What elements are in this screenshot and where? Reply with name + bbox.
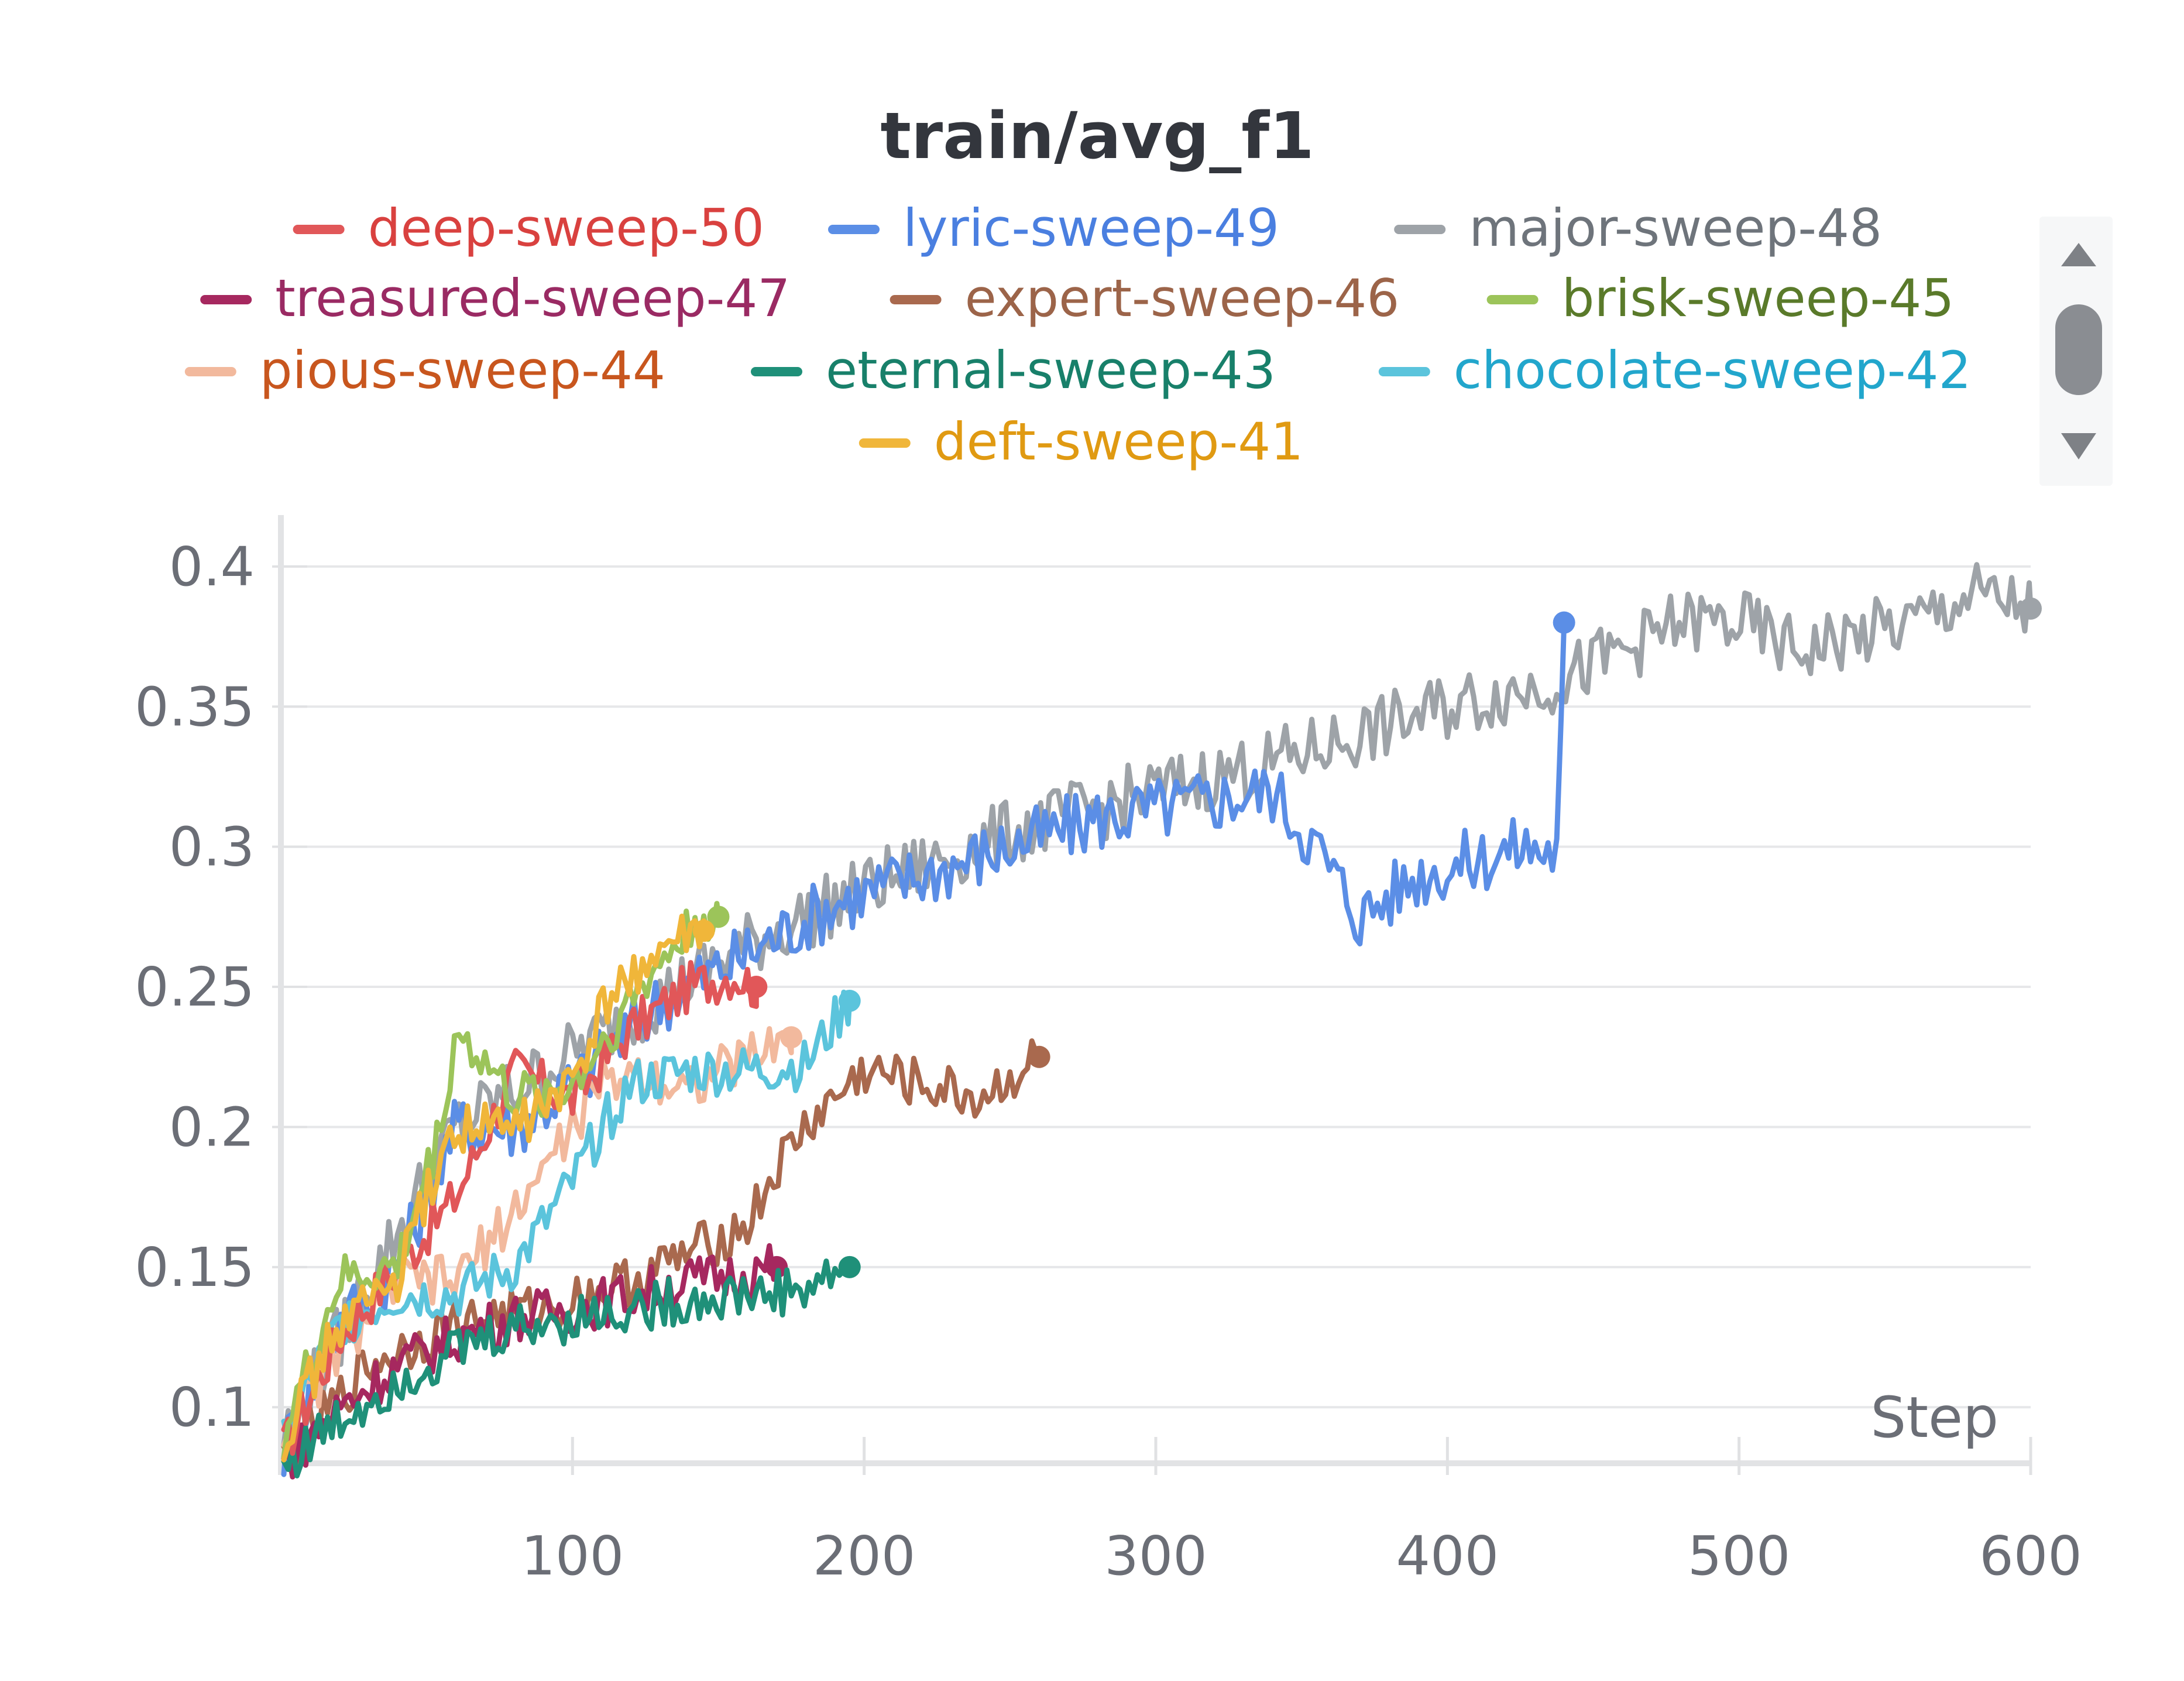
legend-swatch (890, 295, 942, 304)
x-tick-label: 100 (521, 1525, 624, 1587)
legend-swatch (751, 367, 802, 376)
legend-item-expert-sweep-46[interactable]: expert-sweep-46 (890, 268, 1400, 328)
series-line-lyric-sweep-49 (281, 620, 1567, 1477)
series-line-treasured-sweep-47 (281, 1243, 779, 1480)
series-line-major-sweep-48 (281, 562, 2034, 1447)
series-line-eternal-sweep-43 (281, 1258, 853, 1478)
y-tick-label: 0.3 (169, 816, 255, 879)
series-line-deep-sweep-50 (281, 960, 759, 1456)
series-endpoint-treasured-sweep-47 (765, 1255, 788, 1278)
series-line-chocolate-sweep-42 (281, 989, 853, 1443)
series-endpoint-pious-sweep-44 (780, 1026, 803, 1049)
legend-label: treasured-sweep-47 (275, 268, 790, 328)
legend-item-deep-sweep-50[interactable]: deep-sweep-50 (293, 198, 764, 258)
series-endpoint-deep-sweep-50 (745, 976, 768, 999)
x-tick-label: 300 (1104, 1525, 1207, 1587)
legend-label: expert-sweep-46 (965, 268, 1400, 328)
y-tick-label: 0.4 (169, 536, 255, 598)
legend-scroller[interactable] (2039, 217, 2113, 486)
axes: 0.1 0.15 0.2 0.25 0.3 0.35 0.4 100 200 300 400 500 6… (135, 515, 2082, 1587)
legend-item-treasured-sweep-47[interactable]: treasured-sweep-47 (200, 268, 790, 328)
series-endpoint-expert-sweep-46 (1028, 1045, 1050, 1068)
series-line-expert-sweep-46 (281, 1038, 1042, 1473)
legend-label: brisk-sweep-45 (1562, 268, 1955, 328)
series-line-deft-sweep-41 (281, 913, 707, 1463)
series-endpoint-chocolate-sweep-42 (838, 990, 861, 1012)
series-endpoint-major-sweep-48 (2020, 597, 2042, 620)
x-axis-label: Step (1870, 1385, 1998, 1450)
legend-swatch (828, 225, 880, 234)
legend: deep-sweep-50 lyric-sweep-49 major-sweep-4… (184, 198, 1972, 472)
legend-label: deft-sweep-41 (934, 411, 1303, 472)
legend-item-brisk-sweep-45[interactable]: brisk-sweep-45 (1486, 268, 1955, 328)
legend-scroll-thumb[interactable] (2055, 304, 2102, 395)
chart-title: train/avg_f1 (880, 98, 1314, 173)
series-line-brisk-sweep-45 (281, 901, 721, 1460)
legend-swatch (859, 438, 911, 448)
series-endpoint-eternal-sweep-43 (838, 1255, 861, 1278)
legend-item-deft-sweep-41[interactable]: deft-sweep-41 (859, 411, 1303, 472)
legend-swatch (1486, 295, 1539, 304)
legend-label: major-sweep-48 (1469, 198, 1882, 258)
legend-swatch (293, 225, 345, 234)
y-tick-label: 0.1 (169, 1376, 255, 1439)
grid (281, 565, 2031, 1409)
x-tick-label: 200 (813, 1525, 916, 1587)
x-tick-label: 400 (1396, 1525, 1499, 1587)
legend-item-eternal-sweep-43[interactable]: eternal-sweep-43 (751, 340, 1276, 400)
legend-swatch (1378, 367, 1430, 376)
series-layer (281, 562, 2042, 1480)
y-tick-label: 0.15 (135, 1236, 255, 1299)
y-tick-label: 0.25 (135, 956, 255, 1018)
series-endpoint-deft-sweep-41 (692, 920, 715, 942)
legend-item-major-sweep-48[interactable]: major-sweep-48 (1394, 198, 1882, 258)
triangle-up-icon[interactable] (2061, 243, 2096, 266)
legend-label: pious-sweep-44 (260, 340, 665, 400)
legend-label: eternal-sweep-43 (826, 340, 1276, 400)
series-endpoint-lyric-sweep-49 (1553, 611, 1575, 634)
legend-label: lyric-sweep-49 (903, 198, 1279, 258)
series-endpoint-brisk-sweep-45 (707, 905, 730, 928)
legend-item-chocolate-sweep-42[interactable]: chocolate-sweep-42 (1378, 340, 1972, 400)
legend-swatch (184, 367, 236, 376)
x-tick-label: 600 (1979, 1525, 2082, 1587)
y-tick-label: 0.2 (169, 1096, 255, 1158)
legend-swatch (1394, 225, 1446, 234)
x-tick-label: 500 (1688, 1525, 1791, 1587)
legend-label: deep-sweep-50 (368, 198, 764, 258)
legend-item-pious-sweep-44[interactable]: pious-sweep-44 (184, 340, 665, 400)
legend-swatch (200, 295, 252, 304)
legend-item-lyric-sweep-49[interactable]: lyric-sweep-49 (828, 198, 1279, 258)
legend-label: chocolate-sweep-42 (1454, 340, 1972, 400)
y-tick-label: 0.35 (135, 675, 255, 738)
triangle-down-icon[interactable] (2061, 433, 2096, 459)
